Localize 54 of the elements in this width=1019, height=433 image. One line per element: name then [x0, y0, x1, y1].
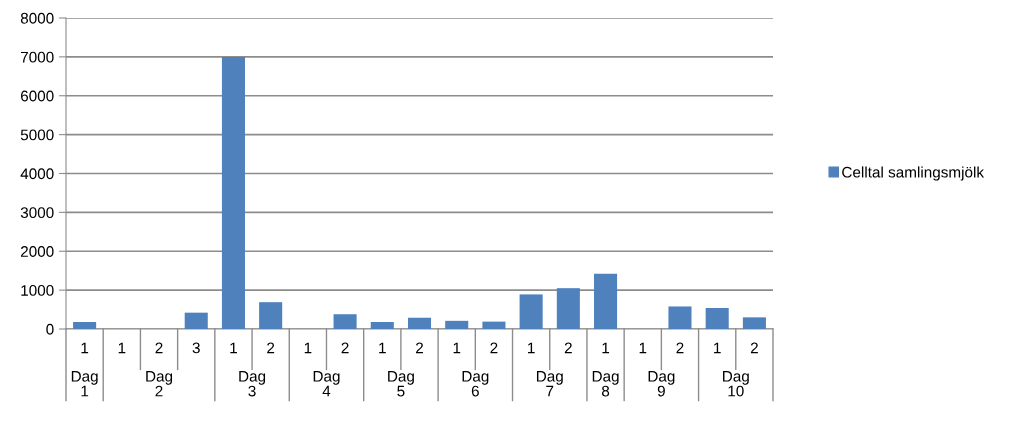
x-tick-label: 1 [118, 342, 126, 354]
legend-label: Celltal samlingsmjölk [842, 166, 985, 181]
x-tick-label: 1 [528, 342, 535, 354]
x-tick-label: 1 [304, 342, 312, 354]
y-tick-label: 1000 [21, 284, 54, 296]
x-tick-label: 1 [602, 342, 610, 354]
x-tick-label: 1 [81, 342, 89, 354]
y-tick-label: 7000 [20, 51, 54, 63]
x-tick-label: 2 [416, 342, 423, 354]
bar [742, 317, 766, 329]
bar [705, 308, 729, 329]
bar [370, 322, 394, 329]
x-tick-label: 2 [155, 342, 163, 354]
y-tick-label: 4000 [20, 168, 54, 180]
y-tick-label: 5000 [20, 129, 54, 141]
bar [407, 317, 432, 329]
text: Dag 1 [71, 371, 98, 397]
x-tick-label: 1 [714, 342, 721, 354]
x-tick-label: 2 [564, 342, 572, 354]
bar [445, 320, 469, 329]
text: Dag 2 [146, 371, 173, 397]
x-tick-label: 1 [379, 342, 386, 354]
x-tick-label: 2 [490, 342, 498, 354]
text: Dag 8 [592, 371, 619, 397]
x-tick-label: 2 [267, 342, 275, 354]
bar [556, 288, 580, 329]
y-tick-label: 3000 [20, 207, 54, 219]
text: Dag 3 [239, 371, 266, 397]
text: Dag 9 [648, 371, 675, 397]
bar [668, 306, 692, 329]
y-tick-label: 2000 [20, 246, 54, 257]
x-tick-label: 1 [453, 342, 461, 354]
y-tick-label: 8000 [20, 12, 54, 24]
text: Dag 6 [462, 371, 489, 397]
text: Dag 4 [313, 371, 340, 397]
x-tick-label: 1 [230, 342, 237, 354]
bar [73, 322, 97, 329]
bar [519, 294, 543, 329]
text: Dag 10 [723, 371, 749, 397]
x-tick-label: 2 [676, 342, 684, 354]
x-tick-label: 2 [341, 342, 349, 354]
text: Dag 5 [388, 371, 414, 397]
bar [221, 56, 245, 329]
text: Dag 7 [536, 371, 563, 397]
x-tick-label: 1 [639, 342, 647, 354]
bar [594, 273, 618, 329]
bar [333, 314, 357, 329]
y-tick-label: 6000 [20, 90, 54, 102]
x-tick-label: 2 [750, 342, 758, 354]
x-tick-label: 3 [192, 342, 200, 354]
bar [184, 312, 208, 329]
bar [482, 321, 506, 329]
bar [259, 302, 283, 329]
y-tick-label: 0 [46, 323, 54, 335]
